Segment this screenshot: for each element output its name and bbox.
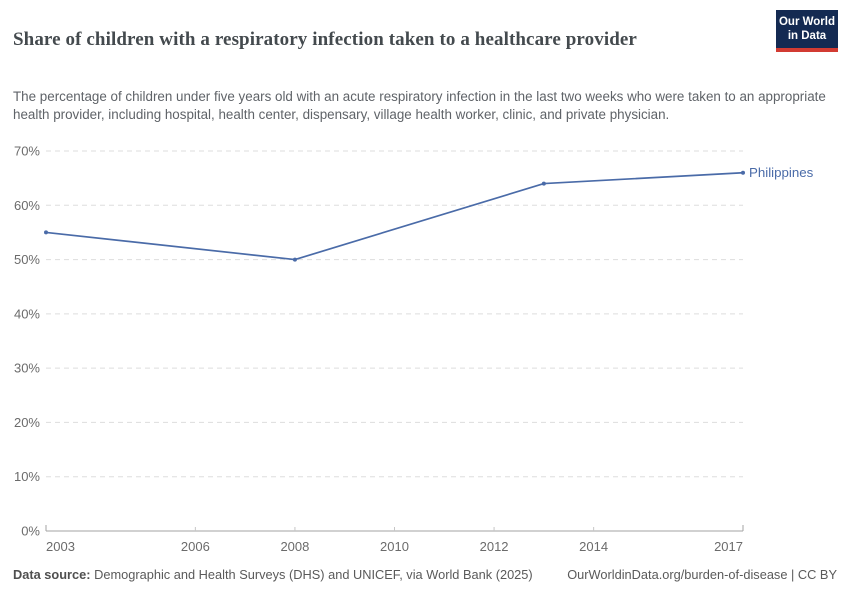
svg-text:50%: 50% <box>14 252 40 267</box>
svg-text:2017: 2017 <box>714 539 743 554</box>
svg-text:2010: 2010 <box>380 539 409 554</box>
svg-text:2006: 2006 <box>181 539 210 554</box>
svg-text:2008: 2008 <box>280 539 309 554</box>
svg-text:30%: 30% <box>14 361 40 376</box>
svg-text:40%: 40% <box>14 306 40 321</box>
data-source-text: Demographic and Health Surveys (DHS) and… <box>90 567 533 582</box>
svg-text:Philippines: Philippines <box>749 165 814 180</box>
x-axis <box>45 525 744 532</box>
line-chart[interactable]: 0% 10% 20% 30% 40% 50% 60% 70% 2003 2006 2008 2010… <box>0 130 850 566</box>
data-source-note: Data source: Demographic and Health Surv… <box>13 566 533 584</box>
svg-text:2003: 2003 <box>46 539 75 554</box>
chart-footer: Data source: Demographic and Health Surv… <box>13 566 837 584</box>
svg-text:70%: 70% <box>14 144 40 159</box>
svg-text:2014: 2014 <box>579 539 608 554</box>
y-axis-labels: 0% 10% 20% 30% 40% 50% 60% 70% <box>14 144 40 539</box>
svg-text:60%: 60% <box>14 198 40 213</box>
data-source-label: Data source: <box>13 567 91 582</box>
svg-text:2012: 2012 <box>480 539 509 554</box>
chart-title: Share of children with a respiratory inf… <box>13 28 637 50</box>
owid-logo-line2: in Data <box>787 30 827 42</box>
owid-logo-line1: Our World <box>778 16 835 28</box>
gridlines <box>46 150 743 478</box>
x-axis-labels: 2003 2006 2008 2010 2012 2014 2017 <box>46 539 743 554</box>
chart-subtitle: The percentage of children under five ye… <box>13 89 826 122</box>
svg-text:20%: 20% <box>14 415 40 430</box>
owid-logo[interactable]: Our World in Data <box>776 10 838 52</box>
owid-license-link[interactable]: OurWorldinData.org/burden-of-disease | C… <box>567 567 837 582</box>
series-end-label[interactable]: Philippines <box>749 165 814 180</box>
data-series-line[interactable] <box>44 170 745 262</box>
svg-text:0%: 0% <box>21 524 40 539</box>
svg-text:10%: 10% <box>14 469 40 484</box>
